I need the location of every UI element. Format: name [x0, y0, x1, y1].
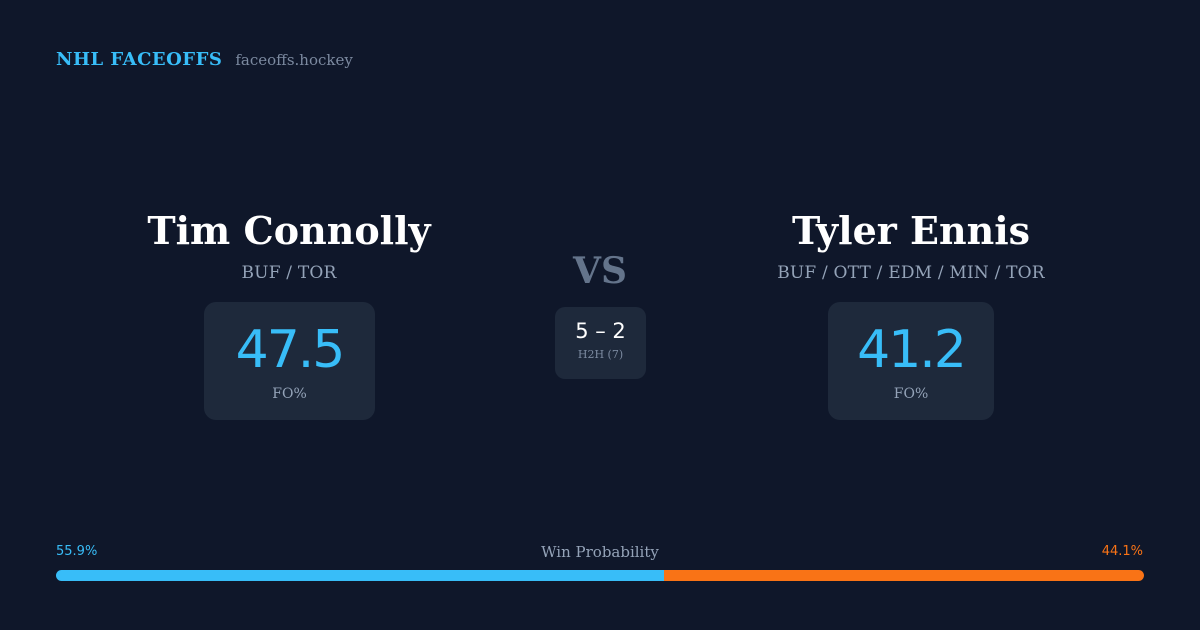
brand-header: NHL FACEOFFS faceoffs.hockey — [56, 49, 353, 70]
player-right-stat-card: 41.2 FO% — [828, 302, 994, 420]
h2h-card: 5 – 2 H2H (7) — [555, 307, 646, 379]
h2h-score: 5 – 2 — [575, 319, 626, 343]
vs-label: VS — [573, 250, 627, 292]
brand-name: NHL FACEOFFS — [56, 49, 223, 70]
player-right-fo-label: FO% — [893, 386, 929, 402]
player-left: Tim Connolly BUF / TOR — [79, 205, 499, 283]
win-prob-fill-right — [664, 570, 1144, 581]
win-prob-bar — [56, 570, 1144, 581]
player-right-teams: BUF / OTT / EDM / MIN / TOR — [777, 263, 1045, 283]
win-prob-left-label: 55.9% — [56, 544, 98, 559]
win-prob-fill-left — [56, 570, 665, 581]
player-left-teams: BUF / TOR — [241, 263, 337, 283]
win-prob-right-label: 44.1% — [1101, 544, 1143, 559]
win-prob-title: Win Probability — [541, 543, 659, 561]
h2h-label: H2H (7) — [577, 348, 624, 361]
player-left-fo-pct: 47.5 — [235, 320, 346, 380]
player-left-stat-card: 47.5 FO% — [204, 302, 375, 420]
player-left-fo-label: FO% — [272, 386, 307, 402]
player-right-fo-pct: 41.2 — [857, 320, 967, 380]
player-right-name: Tyler Ennis — [791, 208, 1031, 253]
brand-domain: faceoffs.hockey — [235, 51, 353, 69]
player-right: Tyler Ennis BUF / OTT / EDM / MIN / TOR — [701, 205, 1121, 283]
player-left-name: Tim Connolly — [147, 208, 431, 253]
